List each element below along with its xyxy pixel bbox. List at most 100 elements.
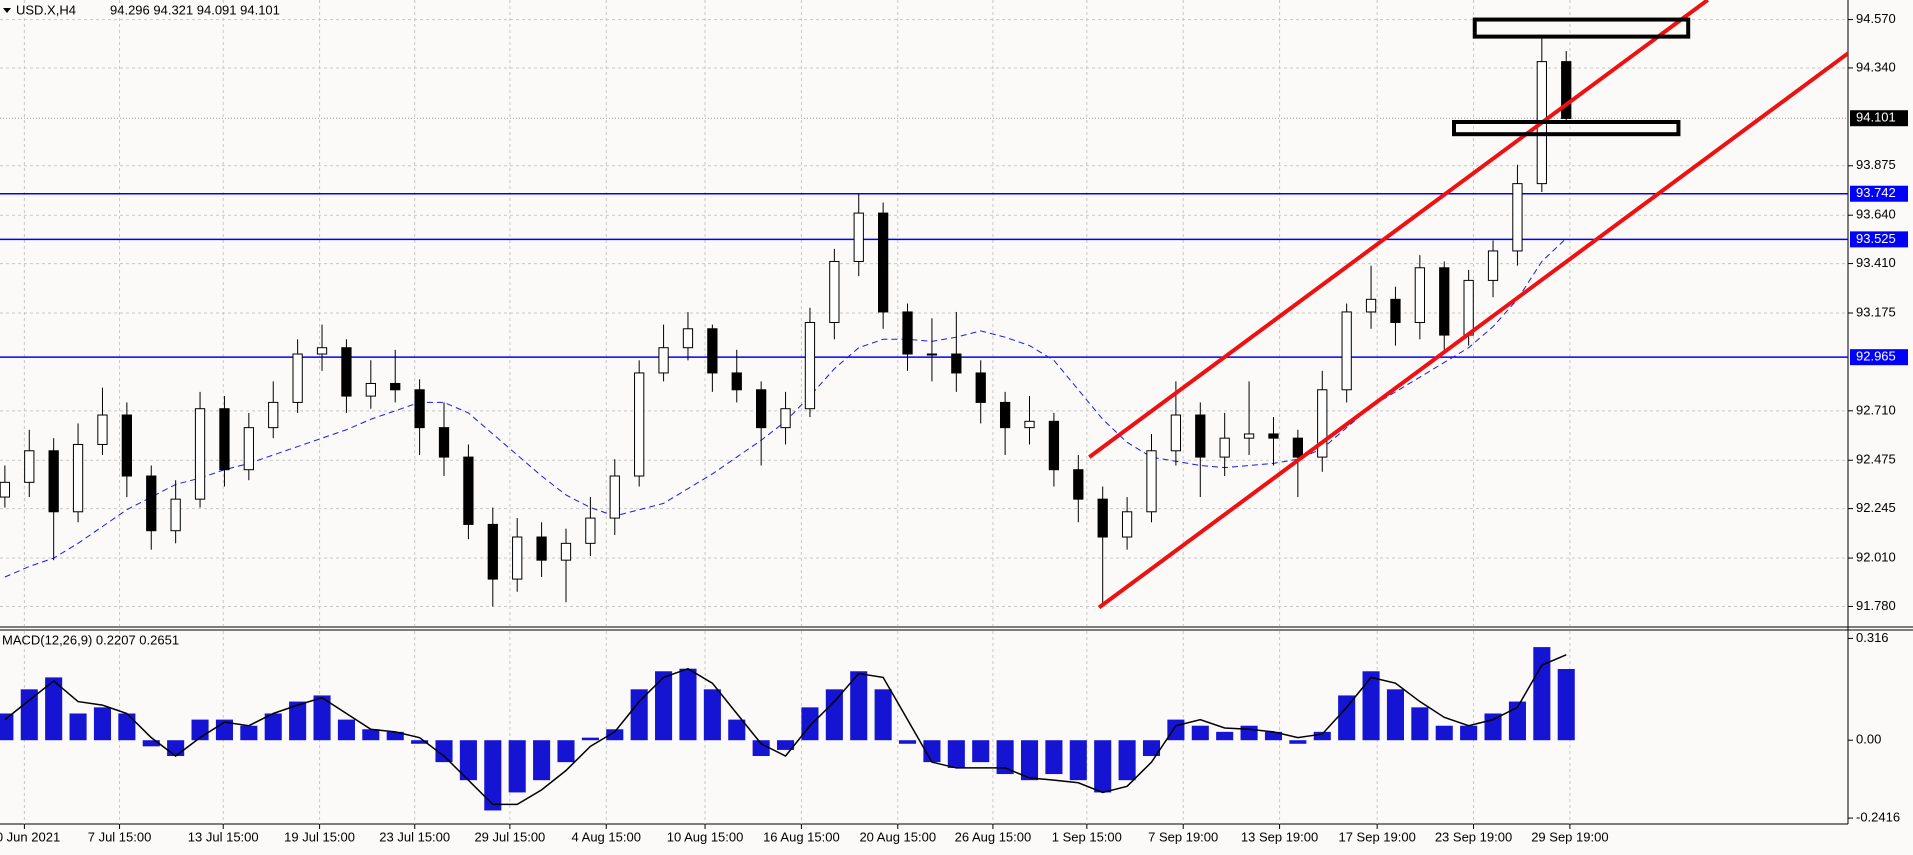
x-tick-label: 13 Jul 15:00 bbox=[188, 829, 259, 844]
macd-bar bbox=[313, 695, 331, 741]
macd-bar bbox=[1533, 647, 1551, 741]
candle-body bbox=[682, 328, 694, 349]
macd-bar bbox=[874, 689, 892, 741]
candle-body bbox=[1097, 498, 1108, 538]
candle-body bbox=[97, 414, 108, 445]
macd-bar bbox=[703, 689, 721, 741]
macd-bar bbox=[777, 740, 795, 750]
macd-bar bbox=[752, 740, 770, 757]
macd-bar bbox=[923, 740, 941, 763]
candle-body bbox=[1463, 279, 1474, 336]
candle-body bbox=[438, 427, 450, 458]
macd-bar bbox=[1484, 713, 1502, 741]
symbol-title: USD.X,H4 bbox=[16, 2, 76, 17]
y-tick-label: 93.410 bbox=[1856, 255, 1896, 270]
candle-body bbox=[463, 456, 474, 525]
candle-body bbox=[1292, 437, 1304, 458]
candle-body bbox=[536, 536, 547, 561]
candle-body bbox=[1268, 433, 1279, 439]
candle-body bbox=[341, 347, 352, 397]
candle-body bbox=[609, 475, 620, 519]
candle-body bbox=[731, 372, 742, 391]
candle-body bbox=[951, 353, 962, 374]
x-tick-label: 7 Jul 15:00 bbox=[88, 829, 152, 844]
macd-bar bbox=[1069, 740, 1087, 781]
candle-body bbox=[1561, 61, 1572, 119]
macd-bar bbox=[1094, 740, 1112, 793]
price-panel bbox=[0, 0, 1848, 610]
candle-body bbox=[146, 475, 157, 532]
x-tick-label: 7 Sep 19:00 bbox=[1148, 829, 1218, 844]
candle-body bbox=[1170, 414, 1182, 452]
macd-bar bbox=[0, 713, 14, 741]
candle-body bbox=[756, 389, 767, 429]
candle-body bbox=[804, 321, 816, 410]
y-tick-label: 92.710 bbox=[1856, 402, 1896, 417]
x-tick-label: 4 Aug 15:00 bbox=[572, 829, 641, 844]
candle-body bbox=[390, 382, 401, 391]
candle-body bbox=[1414, 267, 1425, 323]
candle-body bbox=[634, 372, 645, 477]
candle-body bbox=[292, 353, 303, 403]
candle-body bbox=[268, 401, 279, 429]
level-label: 93.742 bbox=[1856, 185, 1896, 200]
level-label-box bbox=[1850, 349, 1908, 366]
macd-bar bbox=[240, 725, 258, 741]
macd-bar bbox=[1557, 669, 1575, 741]
candle-body bbox=[829, 260, 840, 323]
x-tick-label: 13 Sep 19:00 bbox=[1241, 829, 1318, 844]
candle-body bbox=[926, 353, 938, 356]
candle-body bbox=[72, 443, 84, 513]
y-tick-label: -0.2416 bbox=[1856, 810, 1900, 825]
candle-body bbox=[853, 212, 864, 262]
candle-body bbox=[707, 328, 718, 374]
candle-body bbox=[902, 311, 913, 355]
x-tick-label: 29 Jul 15:00 bbox=[474, 829, 545, 844]
candle-body bbox=[1512, 183, 1523, 252]
macd-bar bbox=[606, 729, 624, 741]
macd-bar bbox=[337, 719, 355, 741]
candle-body bbox=[1390, 298, 1401, 323]
level-label: 92.965 bbox=[1856, 349, 1896, 364]
macd-bar bbox=[1386, 689, 1404, 741]
macd-bar bbox=[801, 707, 819, 741]
level-label-box bbox=[1850, 231, 1908, 248]
macd-bar bbox=[435, 740, 453, 763]
macd-bar bbox=[1411, 707, 1429, 741]
candle-body bbox=[585, 517, 596, 544]
macd-bar bbox=[289, 701, 307, 741]
macd-bar bbox=[1460, 725, 1478, 741]
macd-bar bbox=[630, 689, 648, 741]
candle-body bbox=[121, 414, 132, 477]
candle-body bbox=[1146, 450, 1157, 513]
macd-bar bbox=[825, 689, 843, 741]
candle-body bbox=[999, 401, 1011, 429]
candle-body bbox=[194, 408, 206, 500]
macd-title: MACD(12,26,9) 0.2207 0.2651 bbox=[2, 632, 179, 647]
macd-bar bbox=[655, 671, 673, 741]
macd-bar bbox=[1289, 740, 1307, 744]
candle-body bbox=[1341, 311, 1352, 391]
candle-body bbox=[487, 523, 498, 580]
macd-bar bbox=[1191, 725, 1209, 741]
trend-line bbox=[1088, 0, 1709, 459]
x-tick-label: 30 Jun 2021 bbox=[0, 829, 60, 844]
candle-body bbox=[170, 498, 181, 532]
y-tick-label: 92.475 bbox=[1856, 452, 1896, 467]
macd-panel bbox=[0, 647, 1575, 811]
macd-bar bbox=[1240, 725, 1258, 741]
candle-body bbox=[878, 212, 889, 313]
y-tick-label: 91.780 bbox=[1856, 598, 1896, 613]
candle-body bbox=[243, 427, 254, 471]
macd-bar bbox=[386, 731, 404, 741]
menu-arrow[interactable] bbox=[3, 8, 11, 13]
candle-body bbox=[658, 347, 669, 374]
x-tick-label: 16 Aug 15:00 bbox=[763, 829, 840, 844]
macd-bar bbox=[484, 740, 502, 811]
candle-body bbox=[1243, 433, 1255, 439]
candle-body bbox=[316, 347, 328, 355]
candle-body bbox=[48, 450, 59, 513]
level-label-box bbox=[1850, 185, 1908, 202]
y-tick-label: 0.00 bbox=[1856, 732, 1881, 747]
